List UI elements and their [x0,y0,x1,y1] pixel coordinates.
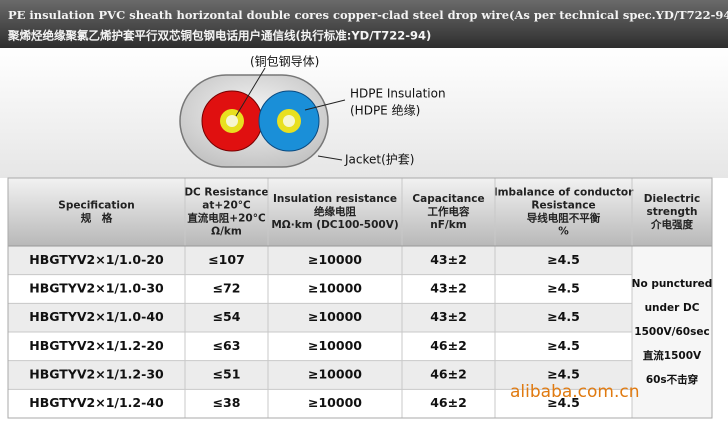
title-bar [0,0,728,48]
cell-text: ≤72 [213,281,241,296]
cell-text: 43±2 [430,309,467,324]
header-text: 直流电阻+20°C [187,212,266,225]
header-text: DC Resistance [184,187,268,199]
header-text: nF/km [430,219,466,231]
cell-text: ≥4.5 [547,252,580,267]
pointer [235,67,266,117]
merged-cell [632,246,712,418]
cell-text: 46±2 [430,367,467,382]
header-text: strength [646,206,697,218]
pointer [317,155,343,161]
header-text: Ω/km [211,226,242,238]
dielectric-text: 60s不击穿 [646,373,698,386]
cell-text: HBGTYV2×1/1.2-20 [29,338,164,353]
cell-text: HBGTYV2×1/1.0-20 [29,252,164,267]
label-jacket: Jacket(护套) [344,153,414,167]
cell-text: 46±2 [430,395,467,410]
cell-text: ≥4.5 [547,395,580,410]
header-text: 介电强度 [650,218,693,231]
header-text: Resistance [531,200,595,212]
cell-text: ≥10000 [308,252,362,267]
row-bg [8,360,632,390]
conductor-core [226,115,238,127]
label-insulation: HDPE Insulation [350,87,446,101]
cell-text: HBGTYV2×1/1.2-30 [29,367,164,382]
header-text: Imbalance of conductor [494,187,634,199]
row-bg [8,332,632,361]
cell-text: HBGTYV2×1/1.2-40 [29,395,164,410]
label-insulation-cn: (HDPE 绝缘) [350,103,420,118]
header-text: 绝缘电阻 [314,205,356,218]
diagram-bg [0,48,728,178]
cell-text: ≥10000 [308,281,362,296]
row-bg [8,246,632,275]
row-bg [8,303,632,332]
dielectric-text: No punctured [632,278,713,290]
cell-text: ≥10000 [308,309,362,324]
header-text: Insulation resistance [273,193,397,205]
cell-text: ≥4.5 [547,281,580,296]
cell-text: 43±2 [430,252,467,267]
cell-text: ≤38 [213,395,241,410]
header-text: 规 格 [81,212,113,225]
title-en: PE insulation PVC sheath horizontal doub… [8,8,728,22]
header-row [8,178,712,246]
cell-text: ≤51 [213,367,241,382]
cell-text: ≥10000 [308,367,362,382]
cell-text: ≤107 [208,252,245,267]
header-text: Specification [58,200,134,212]
dielectric-text: under DC [645,302,700,314]
header-text: MΩ·km (DC100-500V) [271,219,398,231]
cell-text: HBGTYV2×1/1.0-40 [29,309,164,324]
header-text: 导线电阻不平衡 [527,212,601,225]
cell-text: ≥4.5 [547,367,580,382]
header-text: 工作电容 [428,205,470,218]
cell-text: ≥4.5 [547,338,580,353]
cell-text: HBGTYV2×1/1.0-30 [29,281,164,296]
dielectric-text: 直流1500V [643,349,702,362]
cell-text: 46±2 [430,338,467,353]
cell-text: ≤54 [213,309,241,324]
pointer [304,99,346,111]
cell-text: ≥4.5 [547,309,580,324]
label-conductor: (铜包钢导体) [250,54,319,69]
header-text: at+20°C [202,200,251,212]
header-text: Capacitance [412,193,484,205]
row-bg [8,389,632,418]
header-text: % [558,226,569,238]
cell-text: ≤63 [213,338,241,353]
dielectric-text: 1500V/60sec [634,326,709,338]
title-cn: 聚烯烃绝缘聚氯乙烯护套平行双芯铜包钢电话用户通信线(执行标准:YD/T722-9… [7,29,431,43]
row-bg [8,274,632,304]
cell-text: ≥10000 [308,395,362,410]
cell-text: ≥10000 [308,338,362,353]
conductor-core [283,115,295,127]
watermark: alibaba.com.cn [510,382,640,402]
cell-text: 43±2 [430,281,467,296]
header-text: Dielectric [644,193,700,205]
table-border [7,177,713,419]
